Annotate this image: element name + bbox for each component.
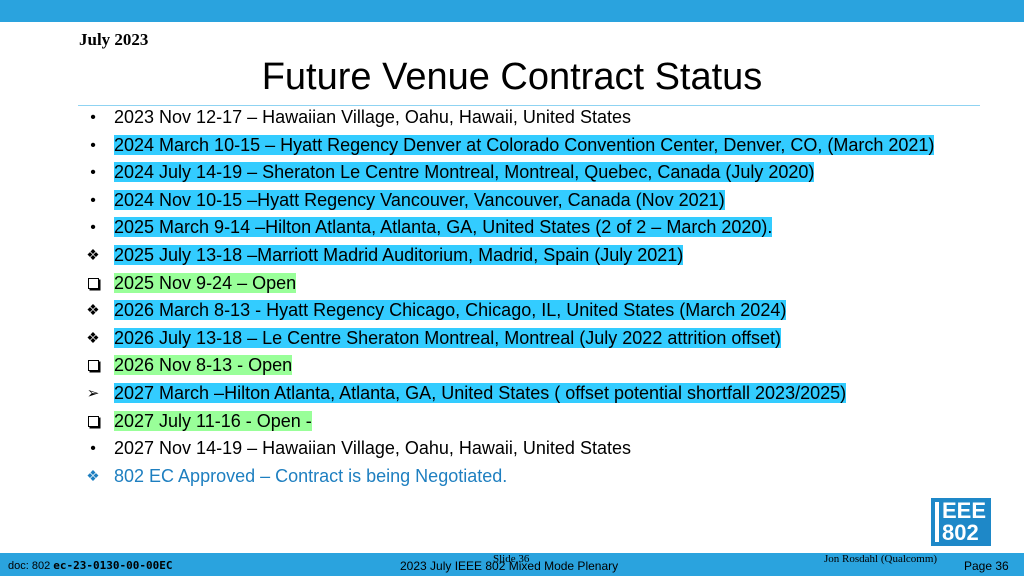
footer-band [0,553,1024,576]
venue-item: ❖ 802 EC Approved – Contract is being Ne… [80,465,960,488]
arrow-bullet-icon: ➢ [86,384,100,402]
logo-line-1: EEE [942,498,987,523]
venue-text: 2026 July 13-18 – Le Centre Sheraton Mon… [114,327,782,348]
doc-prefix: doc: 802 [8,560,54,572]
venue-item: ❖ 2026 March 8-13 - Hyatt Regency Chicag… [80,299,960,322]
logo-bar [935,502,939,542]
venue-item: 2025 Nov 9-24 – Open [80,272,960,295]
venue-item: 2026 Nov 8-13 - Open [80,354,960,377]
venue-text: 802 EC Approved – Contract is being Nego… [114,465,508,486]
diamond-bullet-icon: ❖ [86,467,100,485]
venue-text: 2024 July 14-19 – Sheraton Le Centre Mon… [114,162,815,183]
logo-line-2: 802 [942,520,979,545]
page-number: Page 36 [964,559,1009,573]
checkbox-bullet-icon [83,272,103,296]
venue-text: 2025 March 9-14 –Hilton Atlanta, Atlanta… [114,217,773,238]
diamond-bullet-icon: ❖ [86,329,100,347]
venue-item: • 2024 March 10-15 – Hyatt Regency Denve… [80,134,960,157]
checkbox-bullet-icon [83,410,103,434]
slide-title: Future Venue Contract Status [261,56,763,98]
venue-text: 2023 Nov 12-17 – Hawaiian Village, Oahu,… [114,107,631,127]
doc-reference: doc: 802 ec-23-0130-00-00EC [8,559,172,572]
venue-item: 2027 July 11-16 - Open - [80,410,960,433]
diamond-bullet-icon: ❖ [86,302,100,320]
slide-number: Slide 36 [493,553,530,565]
venue-text: 2026 Nov 8-13 - Open [114,355,293,376]
venue-item: ❖ 2026 July 13-18 – Le Centre Sheraton M… [80,327,960,350]
venue-text: 2027 March –Hilton Atlanta, Atlanta, GA,… [114,382,847,403]
diamond-bullet-icon: ❖ [86,246,100,264]
venue-item: • 2027 Nov 14-19 – Hawaiian Village, Oah… [80,437,960,460]
venue-text: 2026 March 8-13 - Hyatt Regency Chicago,… [114,300,787,321]
venue-item: ❖ 2025 July 13-18 –Marriott Madrid Audit… [80,244,960,267]
venue-text: 2025 July 13-18 –Marriott Madrid Auditor… [114,244,684,265]
bullet-dot-icon: • [90,136,96,154]
venue-text: 2027 July 11-16 - Open - [114,410,312,431]
date-label: July 2023 [79,30,149,49]
venue-text: 2027 Nov 14-19 – Hawaiian Village, Oahu,… [114,438,631,459]
bullet-dot-icon: • [90,440,96,458]
top-band [0,0,1024,22]
venue-item: • 2024 July 14-19 – Sheraton Le Centre M… [80,161,960,184]
venue-text: 2024 Nov 10-15 –Hyatt Regency Vancouver,… [114,189,725,210]
venue-item: • 2025 March 9-14 –Hilton Atlanta, Atlan… [80,216,960,239]
venue-item: • 2023 Nov 12-17 – Hawaiian Village, Oah… [80,106,960,129]
venue-text: 2025 Nov 9-24 – Open [114,272,297,293]
venue-item: • 2024 Nov 10-15 –Hyatt Regency Vancouve… [80,189,960,212]
bullet-dot-icon: • [90,219,96,237]
bullet-dot-icon: • [90,109,96,126]
venue-text: 2024 March 10-15 – Hyatt Regency Denver … [114,134,935,155]
bullet-dot-icon: • [90,164,96,182]
plenary-label: 2023 July IEEE 802 Mixed Mode Plenary [400,559,619,573]
checkbox-bullet-icon [83,354,103,378]
bullet-dot-icon: • [90,191,96,209]
ieee-802-logo: EEE 802 [931,498,991,546]
author-label: Jon Rosdahl (Qualcomm) [824,553,938,565]
doc-code: ec-23-0130-00-00EC [53,559,173,572]
venue-item: ➢ 2027 March –Hilton Atlanta, Atlanta, G… [80,382,960,405]
title-divider [78,105,980,106]
venue-list: • 2023 Nov 12-17 – Hawaiian Village, Oah… [80,106,960,492]
